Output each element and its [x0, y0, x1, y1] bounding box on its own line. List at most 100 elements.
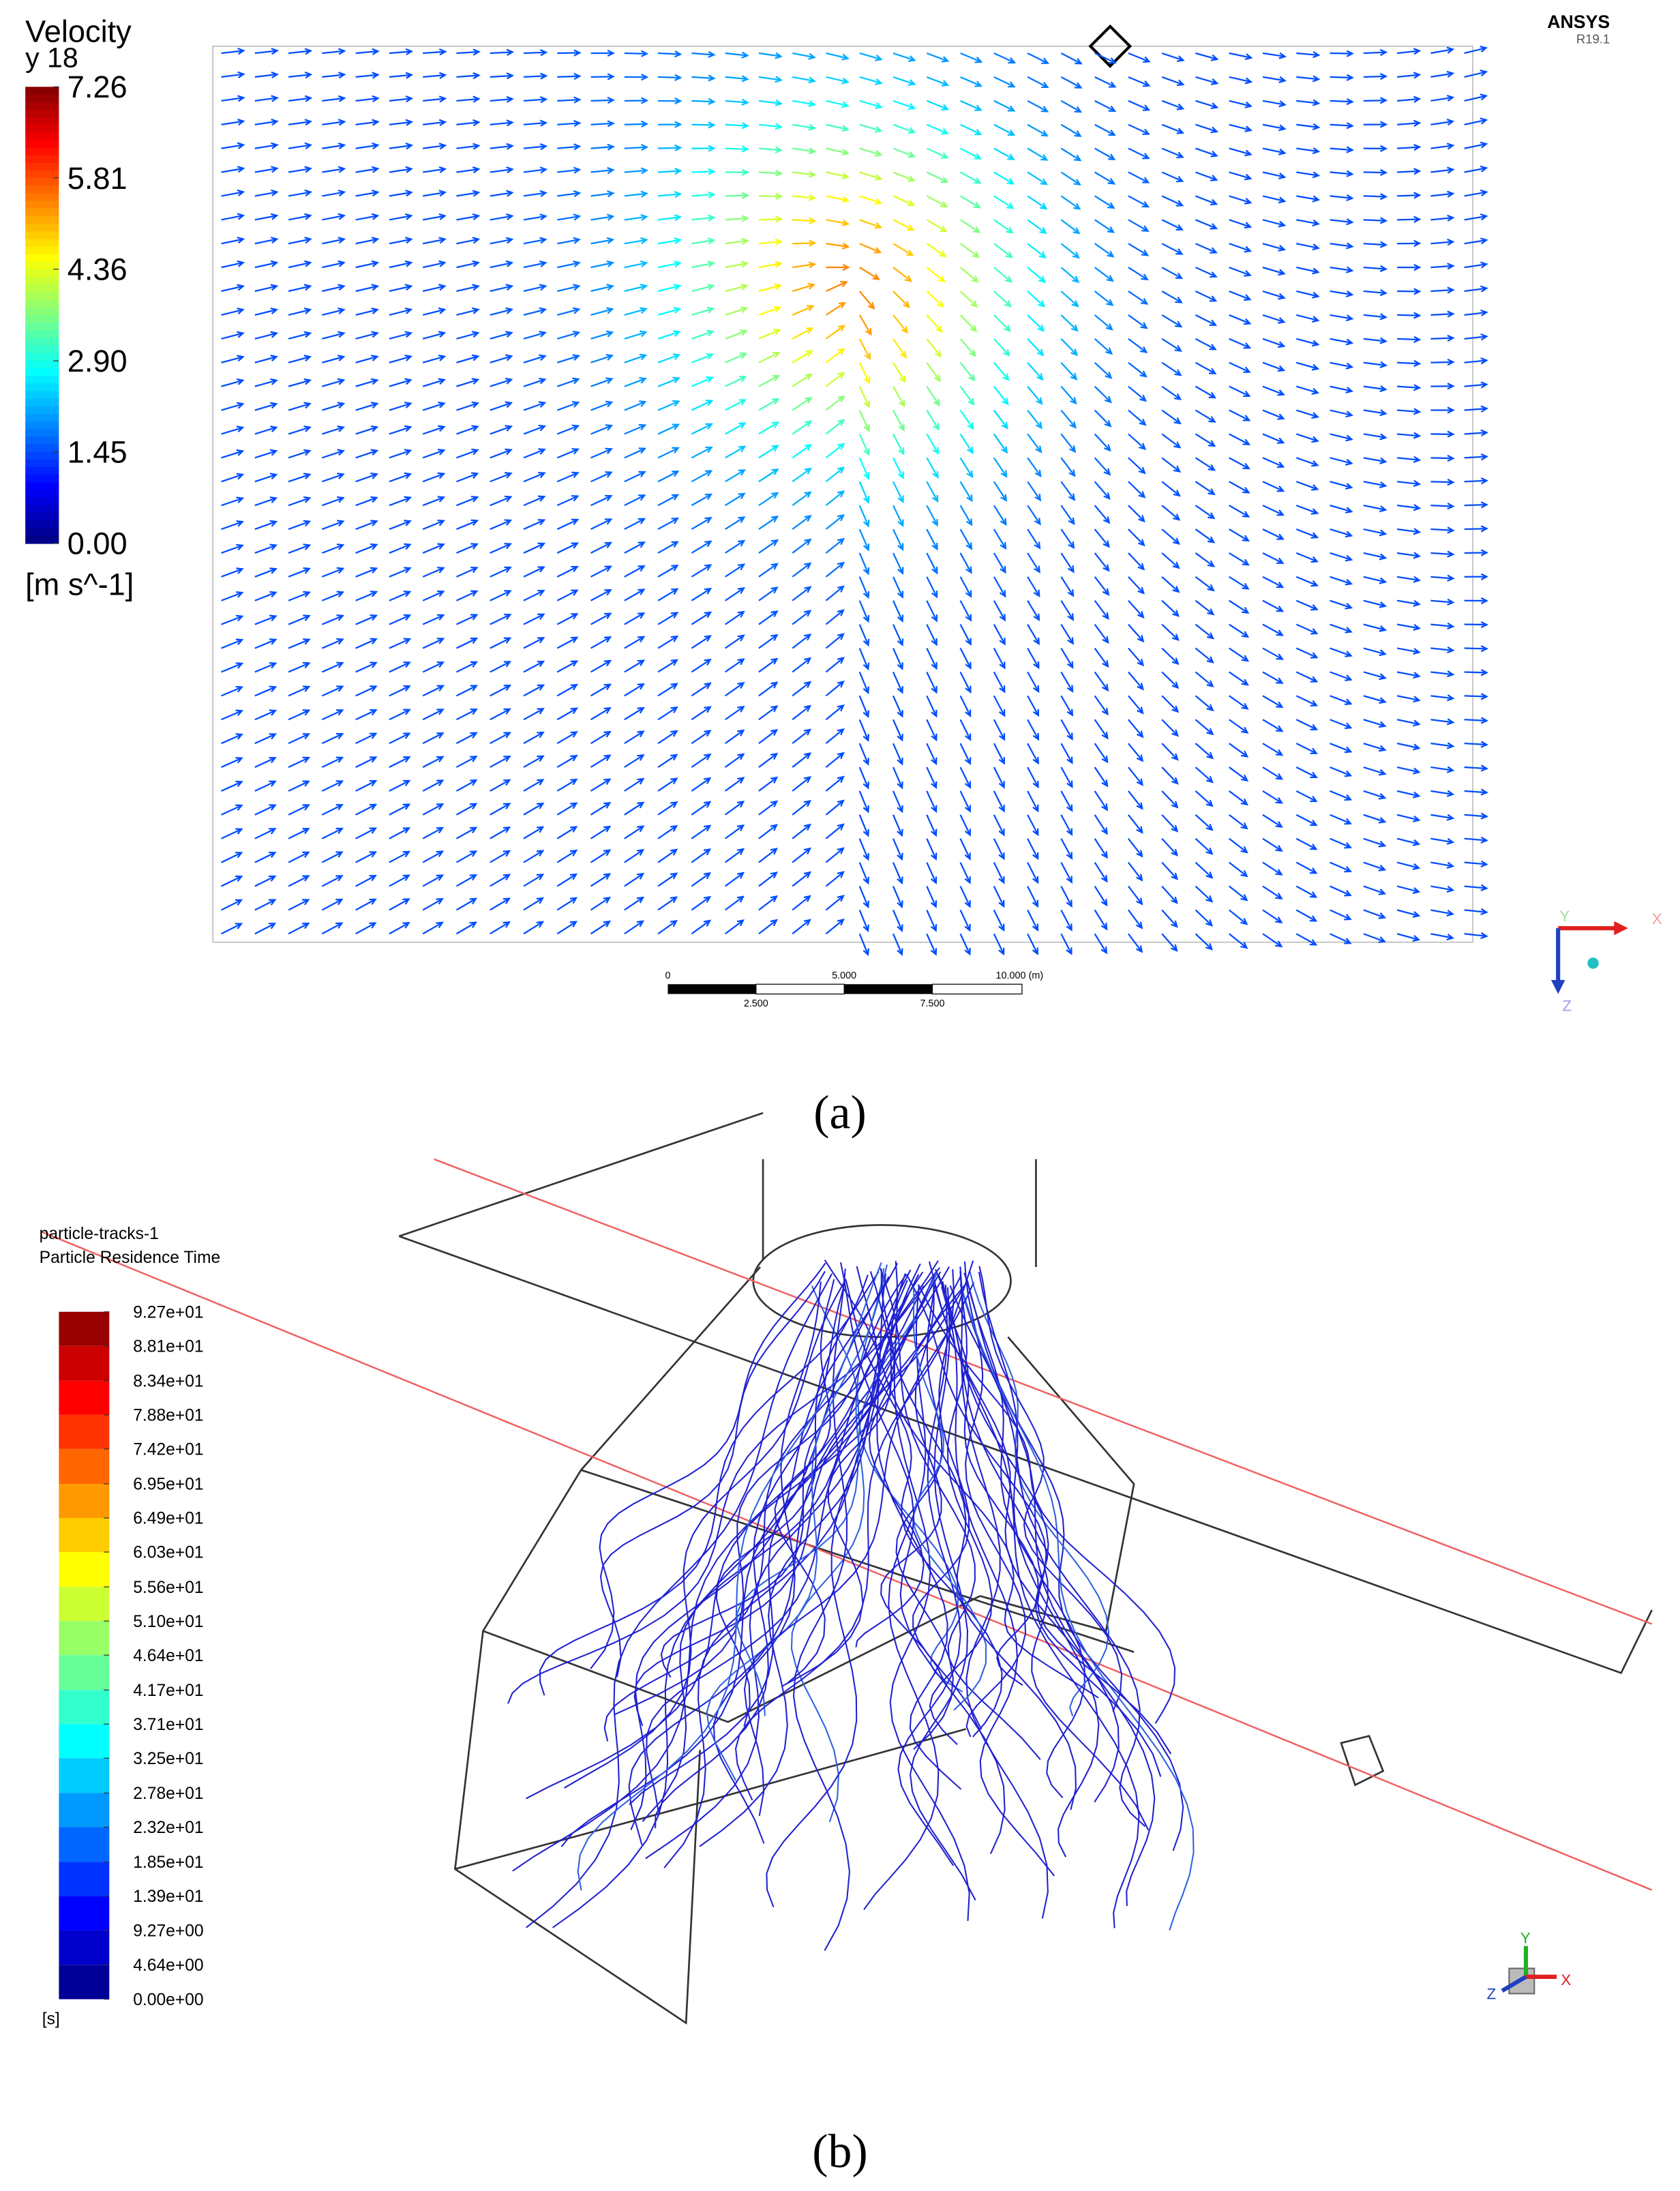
vector-arrow — [1161, 766, 1179, 785]
vector-arrow — [1464, 884, 1488, 891]
vector-arrow — [1161, 361, 1182, 376]
vector-arrow — [725, 215, 750, 222]
vector-arrow — [959, 314, 978, 333]
vector-arrow — [859, 219, 883, 229]
vector-arrow — [858, 933, 870, 957]
vector-arrow — [825, 871, 845, 887]
vector-arrow — [1027, 433, 1042, 453]
vector-arrow — [254, 685, 278, 697]
vector-arrow — [1363, 97, 1388, 104]
vector-arrow — [590, 778, 612, 792]
vector-arrow — [1363, 337, 1388, 344]
vector-arrow — [1195, 267, 1218, 278]
vector-arrow — [221, 260, 245, 269]
vector-arrow — [490, 897, 511, 911]
scale-label: 5.000 — [832, 970, 856, 981]
vector-arrow — [490, 95, 514, 103]
vector-arrow — [1363, 599, 1388, 608]
particle-track — [577, 1262, 882, 1891]
vector-arrow — [590, 424, 614, 435]
colorbar-band — [59, 1930, 110, 1965]
vector-arrow — [993, 219, 1014, 234]
vector-arrow — [355, 661, 378, 673]
edge — [398, 1112, 764, 1238]
vector-arrow — [1464, 453, 1489, 461]
colorbar-band — [25, 459, 59, 468]
vector-arrow — [691, 376, 714, 387]
vector-arrow — [691, 423, 714, 435]
vector-arrow — [892, 624, 904, 646]
vector-arrow — [1161, 52, 1185, 63]
vector-arrow — [1262, 361, 1286, 372]
vector-arrow — [758, 468, 779, 483]
vector-arrow — [1464, 741, 1489, 748]
colorbar-band — [59, 1690, 110, 1725]
vector-arrow — [892, 505, 904, 527]
scale-segment — [844, 984, 933, 994]
vector-arrow — [892, 862, 903, 885]
vector-arrow — [1330, 242, 1354, 250]
vector-arrow — [1128, 671, 1144, 691]
vector-arrow — [792, 823, 812, 839]
vector-arrow — [490, 519, 513, 531]
colorbar-label: 2.32e+01 — [133, 1819, 203, 1837]
vector-arrow — [221, 284, 245, 293]
vector-arrow — [221, 119, 245, 126]
vector-arrow — [221, 733, 243, 745]
vector-arrow — [624, 400, 647, 411]
colorbar-band — [25, 155, 59, 164]
vector-field — [221, 46, 1489, 957]
vector-arrow — [758, 445, 779, 459]
vector-arrow — [321, 520, 345, 531]
vector-arrow — [389, 638, 412, 649]
vector-arrow — [322, 355, 346, 363]
vector-arrow — [792, 634, 812, 649]
vector-arrow — [1330, 766, 1353, 777]
vector-arrow — [1363, 933, 1386, 943]
vector-arrow — [1060, 814, 1073, 837]
vector-arrow — [1295, 599, 1319, 611]
vector-arrow — [1027, 53, 1049, 64]
vector-arrow — [322, 473, 345, 483]
vector-arrow — [1430, 790, 1455, 797]
vector-arrow — [657, 754, 678, 769]
vector-arrow — [355, 378, 379, 387]
particle-track — [929, 1271, 993, 1746]
vector-arrow — [792, 919, 811, 935]
vector-arrow — [657, 284, 682, 293]
colorbar-band — [25, 125, 59, 134]
vector-arrow — [826, 264, 850, 271]
vector-arrow — [624, 872, 645, 887]
axis-z — [1501, 1975, 1527, 1993]
vector-arrow — [758, 586, 779, 601]
axis-triad: X Y Z — [1550, 908, 1662, 1014]
vector-arrow — [892, 290, 911, 309]
particle-track — [736, 1273, 937, 1716]
vector-arrow — [758, 374, 781, 387]
vector-arrow — [758, 123, 783, 130]
vector-arrow — [691, 214, 716, 222]
vector-arrow — [825, 513, 845, 530]
vector-arrow — [825, 325, 846, 340]
particle-track — [614, 1274, 907, 1716]
vector-arrow — [254, 355, 278, 363]
vector-arrow — [1060, 100, 1083, 113]
vector-arrow — [355, 803, 378, 816]
vector-arrow — [1027, 123, 1049, 137]
vector-arrow — [254, 567, 278, 578]
vector-arrow — [1161, 100, 1185, 110]
vector-arrow — [288, 402, 312, 411]
vector-arrow — [1363, 766, 1387, 776]
vector-arrow — [1363, 790, 1387, 800]
particle-track — [949, 1285, 1146, 1828]
vector-arrow — [389, 166, 413, 173]
vector-arrow — [1295, 885, 1318, 898]
vector-arrow — [960, 100, 982, 111]
colorbar-label: 8.81e+01 — [133, 1337, 203, 1356]
vector-arrow — [1094, 433, 1111, 452]
vector-arrow — [490, 779, 511, 792]
colorbar-band — [25, 231, 59, 240]
vector-arrow — [1330, 814, 1353, 825]
vector-arrow — [892, 171, 916, 182]
